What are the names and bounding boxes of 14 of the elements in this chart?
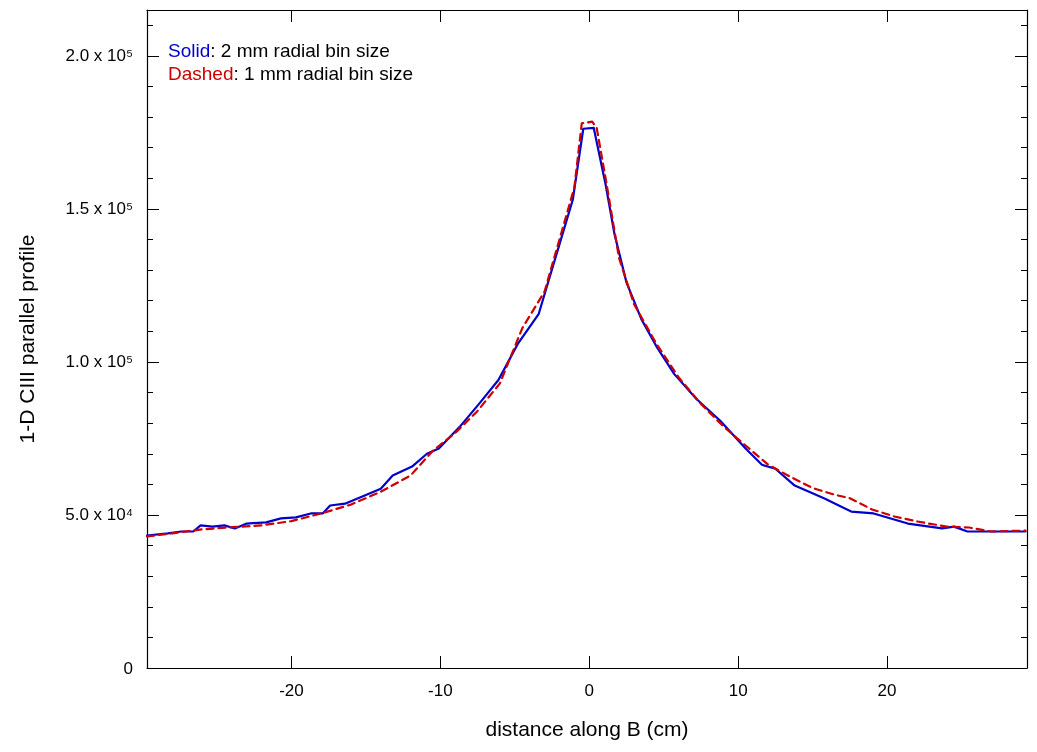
x-axis-title: distance along B (cm) — [485, 717, 689, 740]
x-tick-label: 20 — [877, 681, 897, 700]
x-tick-label: -10 — [428, 681, 453, 700]
text: Dashed: 1 mm radial bin size — [168, 63, 413, 84]
y-tick-label: 0 — [123, 658, 133, 678]
text: Solid: 2 mm radial bin size — [168, 40, 390, 61]
y-tick-label: 1.0 x 10⁵ — [65, 352, 133, 372]
x-tick-label: -20 — [279, 681, 304, 700]
y-tick-label: 5.0 x 10⁴ — [65, 505, 133, 525]
x-tick-label: 0 — [584, 681, 594, 700]
x-tick-label: 10 — [728, 681, 748, 700]
y-axis-title: 1-D CIII parallel profile — [15, 234, 38, 444]
y-tick-label: 2.0 x 10⁵ — [65, 46, 133, 66]
y-tick-label: 1.5 x 10⁵ — [65, 199, 133, 219]
